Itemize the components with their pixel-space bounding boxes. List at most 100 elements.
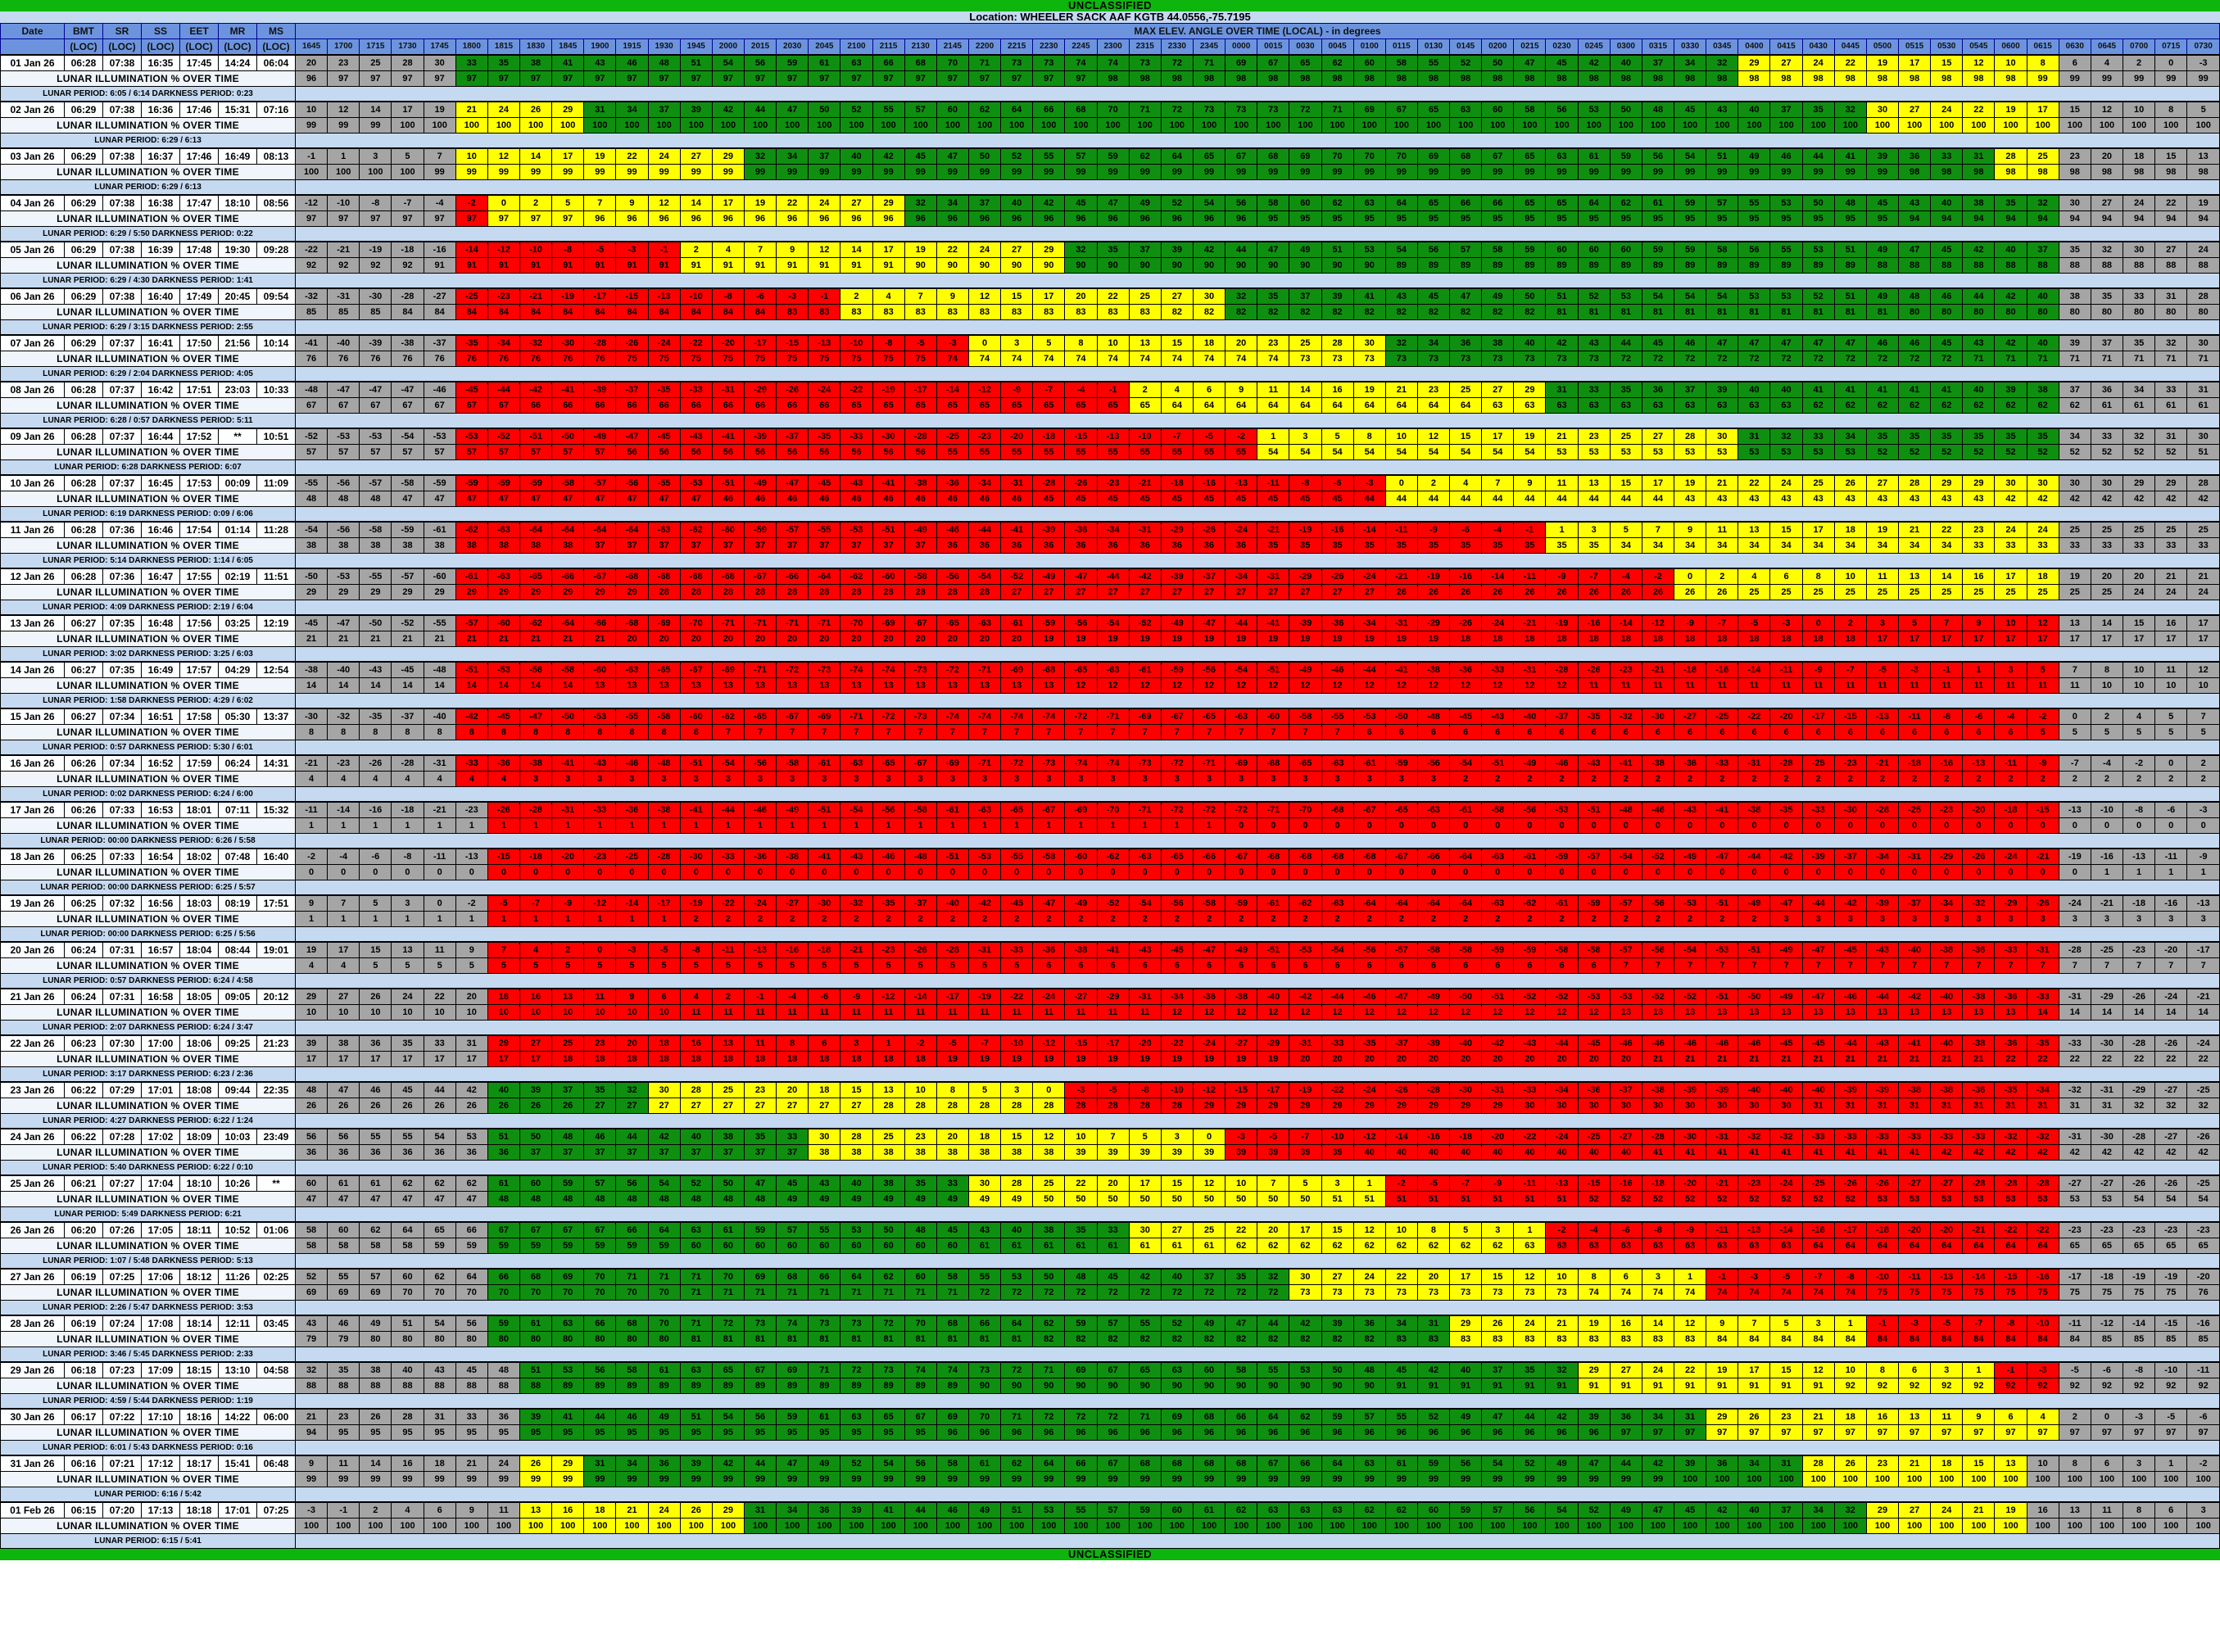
- lunar-period-row: LUNAR PERIOD: 6:15 / 5:41: [0, 1533, 2220, 1549]
- illum-cell: 17: [1865, 631, 1900, 647]
- elev-cell: 31: [2154, 287, 2188, 305]
- elev-cell: 5: [1898, 614, 1932, 631]
- elev-cell: -53: [1352, 708, 1386, 725]
- illum-cell: 52: [1994, 444, 2027, 460]
- elev-cell: 62: [391, 1175, 424, 1192]
- illum-cell: 11: [872, 1004, 905, 1021]
- elev-cell: -13: [2186, 894, 2220, 912]
- illum-cell: 13: [904, 677, 937, 694]
- bmt-cell: 06:26: [64, 754, 103, 772]
- elev-cell: -15: [1577, 1175, 1611, 1192]
- illum-cell: 34: [1737, 537, 1771, 554]
- illum-cell: 72: [1160, 1284, 1194, 1301]
- bmt-cell: 06:28: [64, 54, 103, 71]
- elev-cell: -11: [1994, 754, 2027, 772]
- illum-cell: 91: [423, 257, 456, 274]
- elev-cell: 28: [2186, 287, 2220, 305]
- elev-cell: 69: [1064, 1361, 1098, 1378]
- elev-cell: 24: [1641, 1361, 1675, 1378]
- elev-cell: 7: [1930, 614, 1964, 631]
- elev-cell: 14: [679, 194, 713, 211]
- ss-cell: 16:48: [141, 614, 180, 631]
- illum-cell: 22: [2090, 1051, 2124, 1067]
- elev-cell: -19: [2123, 1268, 2156, 1285]
- elev-cell: 41: [1801, 381, 1835, 398]
- elev-cell: 5: [391, 147, 424, 165]
- time-header-cell: 0400: [1737, 38, 1771, 56]
- elev-cell: -28: [936, 941, 969, 958]
- illum-cell: 100: [904, 117, 937, 134]
- illum-cell: 100: [647, 117, 681, 134]
- illum-cell: 11: [1674, 677, 1707, 694]
- elev-cell: 66: [1289, 1455, 1322, 1472]
- lunar-period-row: LUNAR PERIOD: 00:00 DARKNESS PERIOD: 6:2…: [0, 833, 2220, 849]
- elev-cell: 68: [1192, 1408, 1226, 1425]
- illum-cell: 11: [2058, 677, 2091, 694]
- illum-cell: 26: [423, 1098, 456, 1114]
- illum-cell: 71: [904, 1284, 937, 1301]
- elev-cell: -28: [2123, 1034, 2156, 1052]
- elev-cell: -28: [1769, 754, 1803, 772]
- illum-cell: 100: [423, 117, 456, 134]
- elev-cell: 29: [1865, 1501, 1900, 1518]
- time-header-cell: 1830: [519, 38, 553, 56]
- illum-cell: 50: [1032, 1191, 1066, 1207]
- elev-cell: 21: [294, 1408, 328, 1425]
- illum-cell: 27: [647, 1098, 681, 1114]
- day-row: 22 Jan 26 06:23 07:30 17:00 18:06 09:25 21:23 3…: [0, 1034, 2220, 1052]
- elev-cell: 47: [327, 1081, 360, 1098]
- illum-cell: 19: [1160, 631, 1194, 647]
- elev-cell: 24: [1994, 521, 2027, 538]
- illum-cell: 53: [1737, 444, 1771, 460]
- sr-cell: 07:38: [102, 147, 142, 165]
- elev-cell: 10: [1545, 1268, 1579, 1285]
- elev-cell: -11: [1513, 568, 1547, 585]
- illum-cell: 98: [1833, 70, 1867, 87]
- sr-cell: 07:36: [102, 568, 142, 585]
- time-header-cell: 2130: [904, 38, 937, 56]
- elev-cell: -22: [1000, 988, 1034, 1005]
- elev-cell: 7: [743, 241, 777, 258]
- illum-cell: 91: [1513, 1378, 1547, 1394]
- illum-cell: 38: [423, 537, 456, 554]
- elev-cell: 44: [1609, 334, 1642, 351]
- illum-cell: 29: [1481, 1098, 1515, 1114]
- elev-cell: -59: [519, 474, 553, 491]
- illum-cell: 99: [1225, 1471, 1258, 1487]
- elev-cell: 26: [1481, 1315, 1515, 1332]
- elev-cell: 15: [1930, 54, 1964, 71]
- elev-cell: -14: [936, 381, 969, 398]
- illum-cell: 67: [359, 397, 392, 414]
- elev-cell: -5: [487, 894, 520, 912]
- illum-cell: 21: [1833, 1051, 1867, 1067]
- elev-cell: -46: [1737, 1034, 1771, 1052]
- illum-cell: 12: [1416, 1004, 1451, 1021]
- elev-cell: 71: [679, 1315, 713, 1332]
- elev-cell: 1: [1513, 1221, 1547, 1238]
- illum-cell: 74: [1706, 1284, 1739, 1301]
- elev-cell: -21: [1513, 614, 1547, 631]
- illum-cell: 6: [1577, 957, 1611, 974]
- elev-cell: 46: [583, 1128, 617, 1145]
- illum-cell: 25: [1962, 584, 1996, 600]
- illum-cell: 3: [1833, 911, 1867, 927]
- illum-cell: 0: [1000, 864, 1034, 880]
- illum-cell: 64: [1898, 1238, 1932, 1254]
- illum-cell: 72: [1609, 351, 1642, 367]
- location-bar: Location: WHEELER SACK AAF KGTB 44.0556,…: [0, 11, 2220, 23]
- elev-cell: 73: [1192, 101, 1226, 118]
- illum-cell: 82: [1289, 304, 1322, 320]
- illum-cell: 6: [1481, 957, 1515, 974]
- illum-cell: 34: [1641, 537, 1675, 554]
- elev-cell: 20: [2123, 568, 2156, 585]
- elev-cell: 14: [359, 101, 392, 118]
- elev-cell: 5: [1321, 428, 1354, 445]
- illum-cell: 14: [2090, 1004, 2124, 1021]
- elev-cell: 43: [808, 1175, 841, 1192]
- illum-cell: 56: [904, 444, 937, 460]
- elev-cell: -61: [808, 754, 841, 772]
- illum-cell: 20: [872, 631, 905, 647]
- illum-cell: 82: [1064, 1331, 1098, 1347]
- lunar-period-filler: [295, 740, 2220, 756]
